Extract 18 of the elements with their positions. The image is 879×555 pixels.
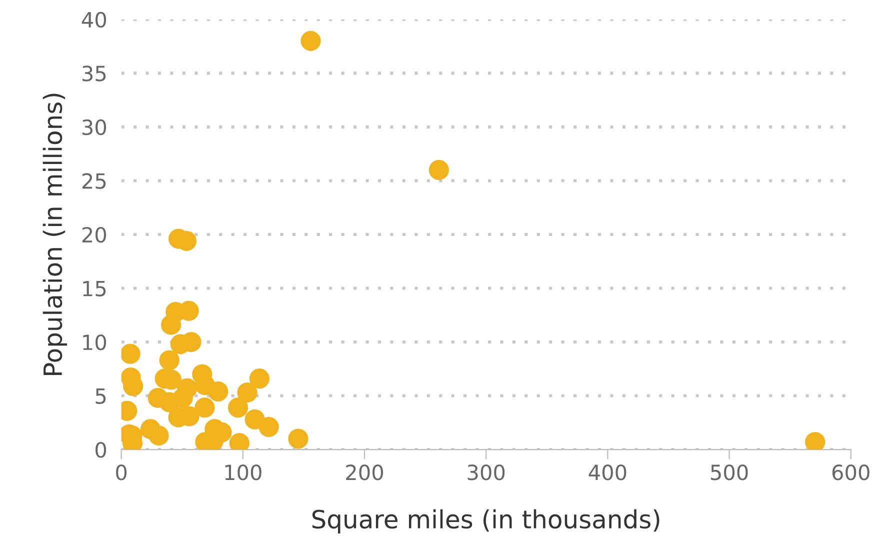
x-tick-label: 500	[711, 464, 748, 480]
y-tick-label: 15	[83, 280, 106, 296]
y-tick-label: 25	[82, 173, 106, 189]
x-tick-label: 200	[346, 464, 383, 480]
x-tick-label: 0	[116, 464, 127, 480]
y-axis-title: Population (in millions)	[42, 94, 68, 375]
y-tick-label: 10	[83, 334, 106, 350]
y-tick-label: 30	[82, 119, 106, 136]
x-tick-label: 300	[468, 464, 505, 480]
x-tick-label: 400	[588, 464, 626, 480]
y-tick-label: 0	[96, 442, 106, 458]
x-tick-label: 600	[832, 464, 870, 480]
y-tick-label: 5	[96, 388, 106, 404]
x-axis-title: Square miles (in thousands)	[312, 509, 660, 534]
y-tick-label: 20	[82, 226, 106, 243]
y-tick-label: 35	[82, 66, 106, 82]
y-tick-label: 40	[82, 12, 106, 28]
x-tick-label: 100	[225, 464, 262, 480]
